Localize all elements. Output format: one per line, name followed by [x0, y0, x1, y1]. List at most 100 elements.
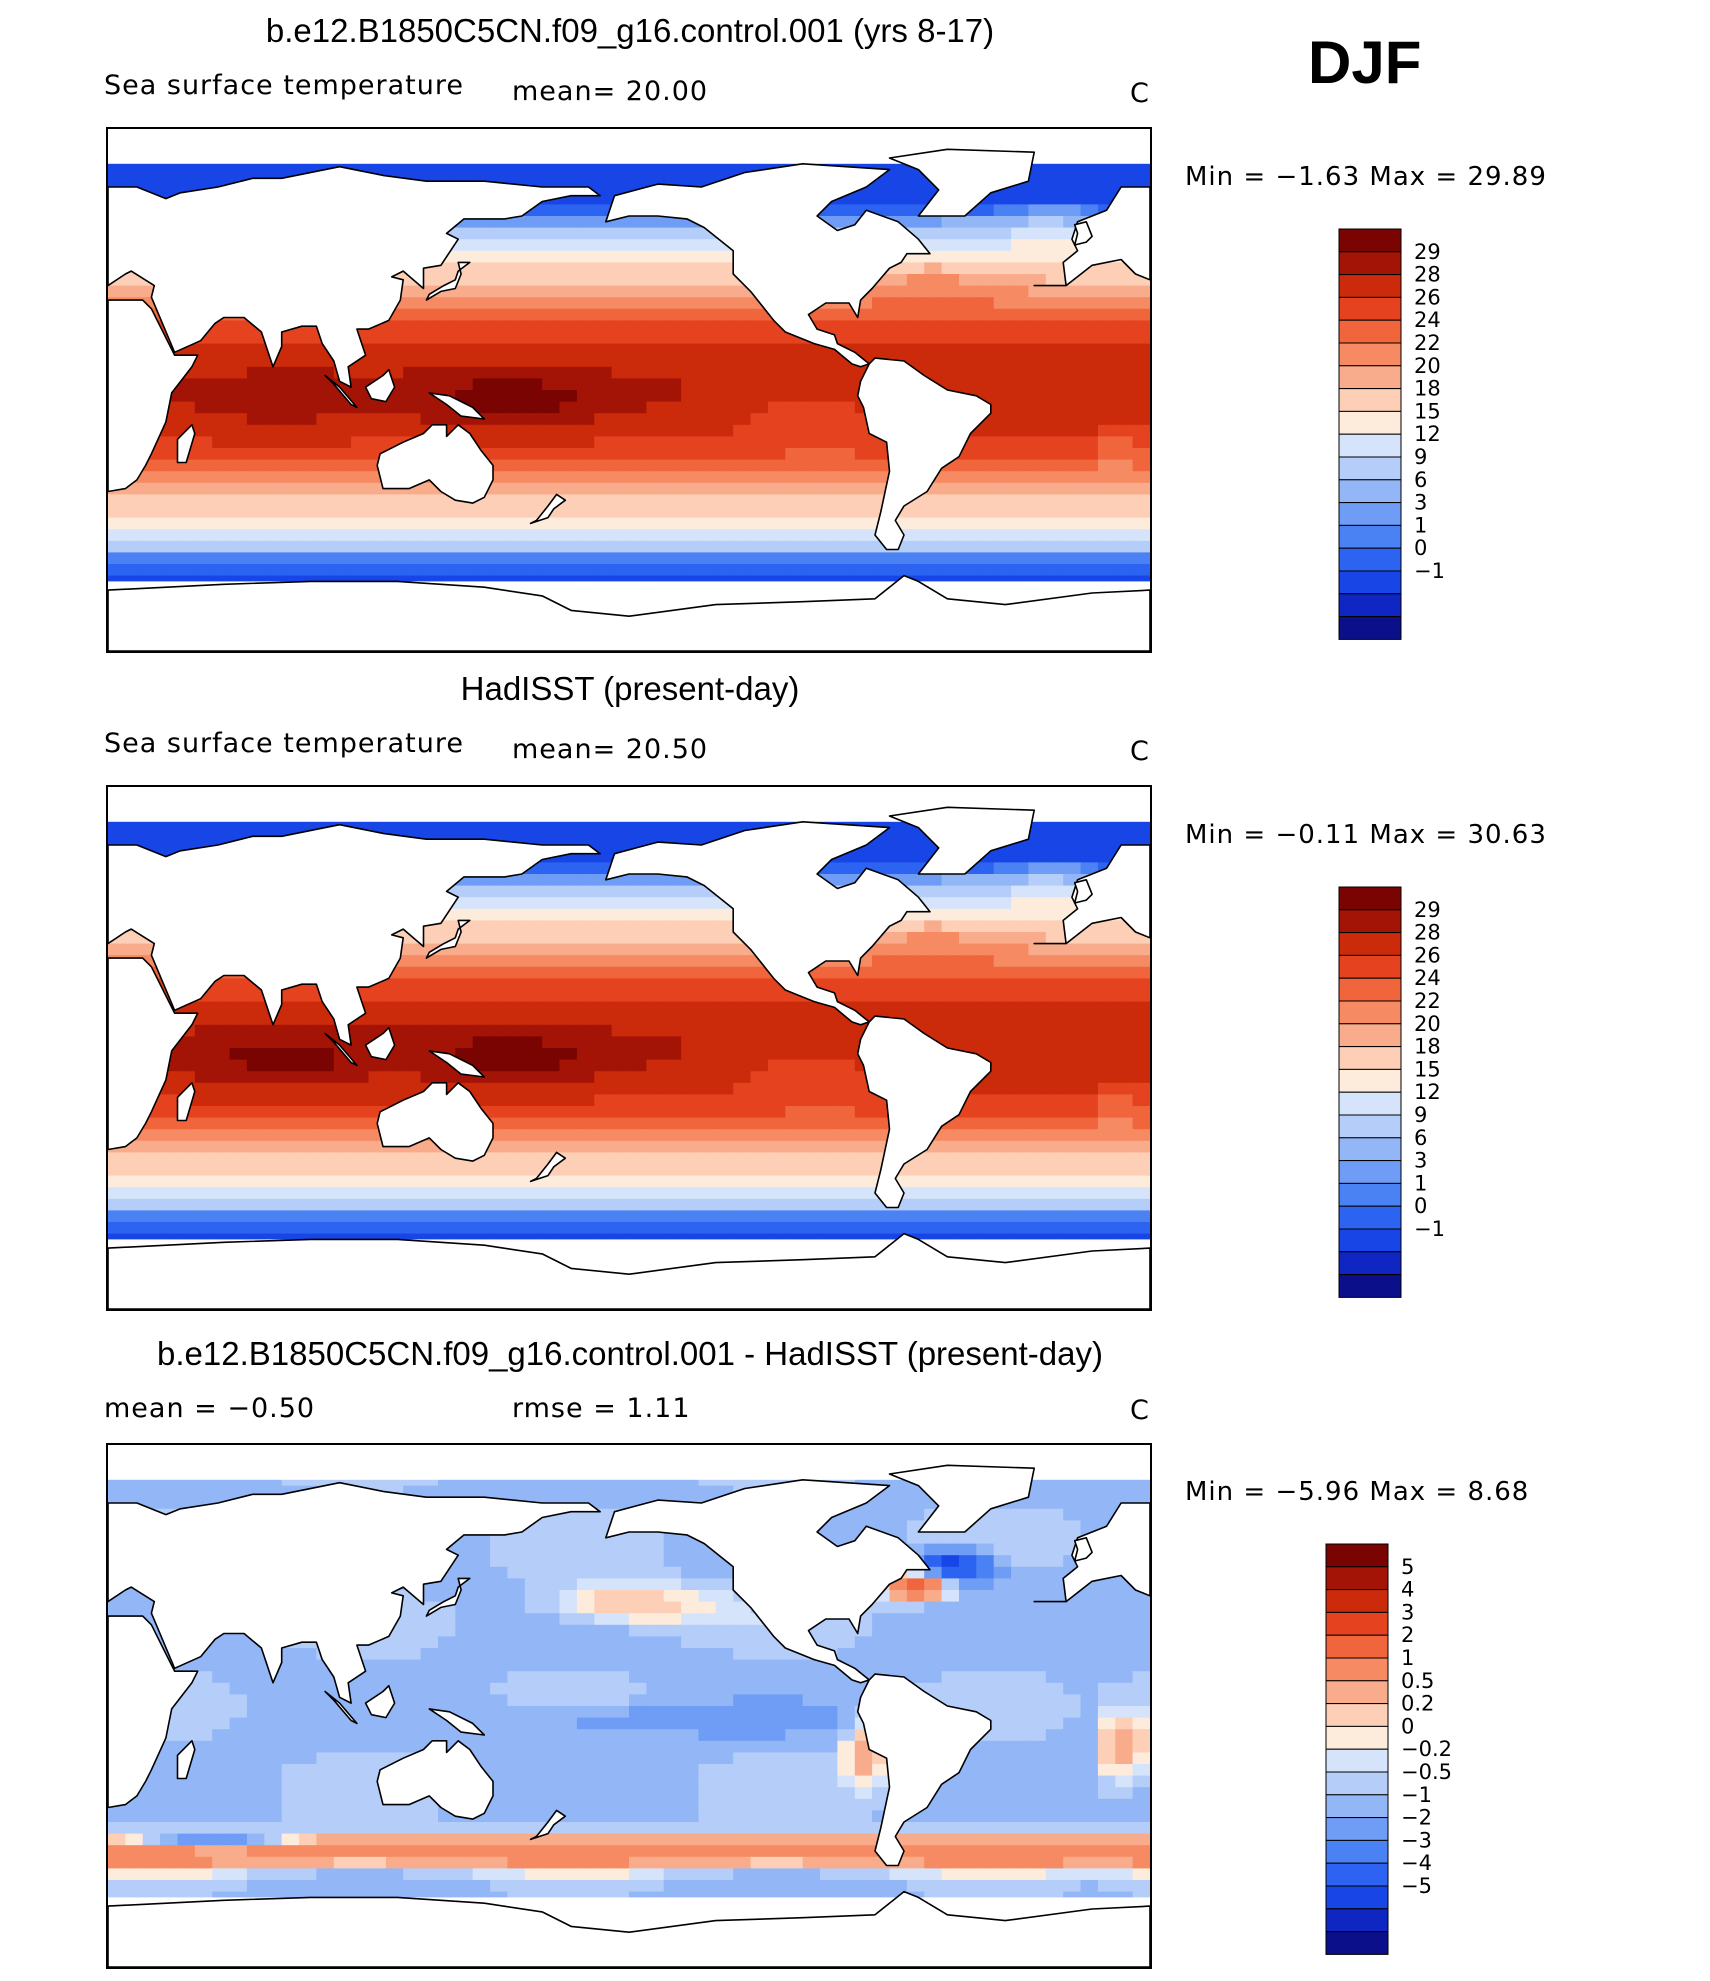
field-cell: [629, 216, 648, 229]
field-cell: [455, 1001, 474, 1014]
field-cell: [385, 990, 405, 1003]
field-cell: [524, 227, 543, 240]
field-cell: [507, 1001, 526, 1014]
field-cell: [490, 990, 509, 1003]
colorbar-swatch: [1338, 365, 1402, 390]
field-cell: [507, 494, 526, 507]
field-cell: [229, 413, 248, 426]
field-cell: [1063, 494, 1082, 507]
land-samerica: [856, 357, 992, 551]
field-cell: [281, 1129, 300, 1142]
field-cell: [611, 482, 630, 496]
field-cell: [906, 274, 926, 287]
field-cell: [524, 343, 543, 356]
field-cell: [785, 1106, 804, 1119]
field-cell: [1115, 1024, 1134, 1038]
colorbar-label: 22: [1414, 331, 1441, 355]
field-cell: [246, 1071, 266, 1084]
colorbar-label: 29: [1414, 898, 1441, 922]
field-cell: [629, 355, 648, 368]
field-cell: [576, 1082, 596, 1096]
field-cell: [698, 413, 717, 426]
field-cell: [959, 552, 978, 565]
field-cell: [142, 1164, 161, 1177]
field-cell: [663, 885, 682, 898]
field-cell: [993, 1001, 1012, 1014]
field-cell: [576, 1222, 596, 1235]
field-cell: [681, 239, 700, 252]
panel3-map: [106, 1443, 1152, 1969]
field-cell: [993, 262, 1012, 275]
field-cell: [663, 1082, 682, 1096]
field-cell: [1011, 262, 1030, 275]
field-cell: [1045, 459, 1064, 472]
colorbar-label: −1: [1414, 559, 1445, 583]
field-cell: [611, 966, 630, 980]
field-cell: [976, 1013, 995, 1026]
field-cell: [507, 966, 526, 980]
field-cell: [576, 1059, 596, 1072]
field-cell: [837, 1048, 856, 1061]
field-cell: [733, 343, 752, 356]
field-cell: [1115, 459, 1134, 472]
field-cell: [160, 1152, 179, 1165]
panel2-colorbar: 29 28 26 24 22 20 18 15 12 9 6 3 1 0 −1: [1338, 886, 1488, 1303]
field-cell: [1045, 1013, 1064, 1026]
field-cell: [594, 471, 613, 484]
field-cell: [403, 943, 422, 956]
field-cell: [403, 343, 422, 356]
field-cell: [820, 1013, 839, 1026]
field-cell: [299, 482, 318, 496]
field-cell: [316, 1024, 335, 1038]
field-cell: [490, 1071, 509, 1084]
field-cell: [212, 1140, 231, 1154]
field-cell: [403, 297, 422, 310]
field-cell: [1132, 1210, 1150, 1223]
field-cell: [403, 978, 422, 991]
field-cell: [1115, 308, 1134, 322]
field-cell: [524, 932, 543, 945]
field-cell: [959, 874, 978, 887]
field-cell: [472, 990, 491, 1003]
field-cell: [802, 540, 821, 554]
field-cell: [941, 285, 960, 298]
field-cell: [594, 540, 613, 554]
field-cell: [507, 1140, 526, 1154]
field-cell: [715, 943, 734, 956]
field-cell: [1028, 1048, 1047, 1061]
field-cell: [385, 1001, 405, 1014]
field-cell: [194, 1001, 213, 1014]
field-cell: [733, 1129, 752, 1142]
field-cell: [646, 552, 665, 565]
colorbar-label: 29: [1414, 240, 1441, 264]
field-cell: [1097, 1071, 1117, 1084]
field-cell: [924, 517, 943, 530]
field-cell: [246, 1048, 266, 1061]
field-cell: [576, 1198, 596, 1212]
field-cell: [611, 990, 630, 1003]
field-cell: [490, 966, 509, 980]
field-cell: [1097, 401, 1117, 414]
field-cell: [542, 1210, 561, 1223]
panel1-variable-label: Sea surface temperature: [104, 70, 464, 101]
field-cell: [993, 192, 1012, 206]
field-cell: [594, 1024, 613, 1038]
field-cell: [941, 274, 960, 287]
field-cell: [872, 1001, 891, 1014]
field-cell: [246, 1198, 266, 1212]
field-cell: [472, 1036, 491, 1049]
field-cell: [715, 471, 734, 484]
field-cell: [576, 978, 596, 991]
field-cell: [629, 297, 648, 310]
field-cell: [1132, 448, 1150, 461]
field-cell: [507, 239, 526, 252]
field-cell: [1080, 517, 1099, 530]
field-cell: [559, 1082, 578, 1096]
field-cell: [542, 990, 561, 1003]
field-cell: [1028, 1036, 1047, 1049]
field-cell: [1045, 169, 1064, 182]
field-cell: [559, 1520, 578, 1533]
field-cell: [785, 343, 804, 356]
field-cell: [629, 274, 648, 287]
field-cell: [715, 297, 734, 310]
